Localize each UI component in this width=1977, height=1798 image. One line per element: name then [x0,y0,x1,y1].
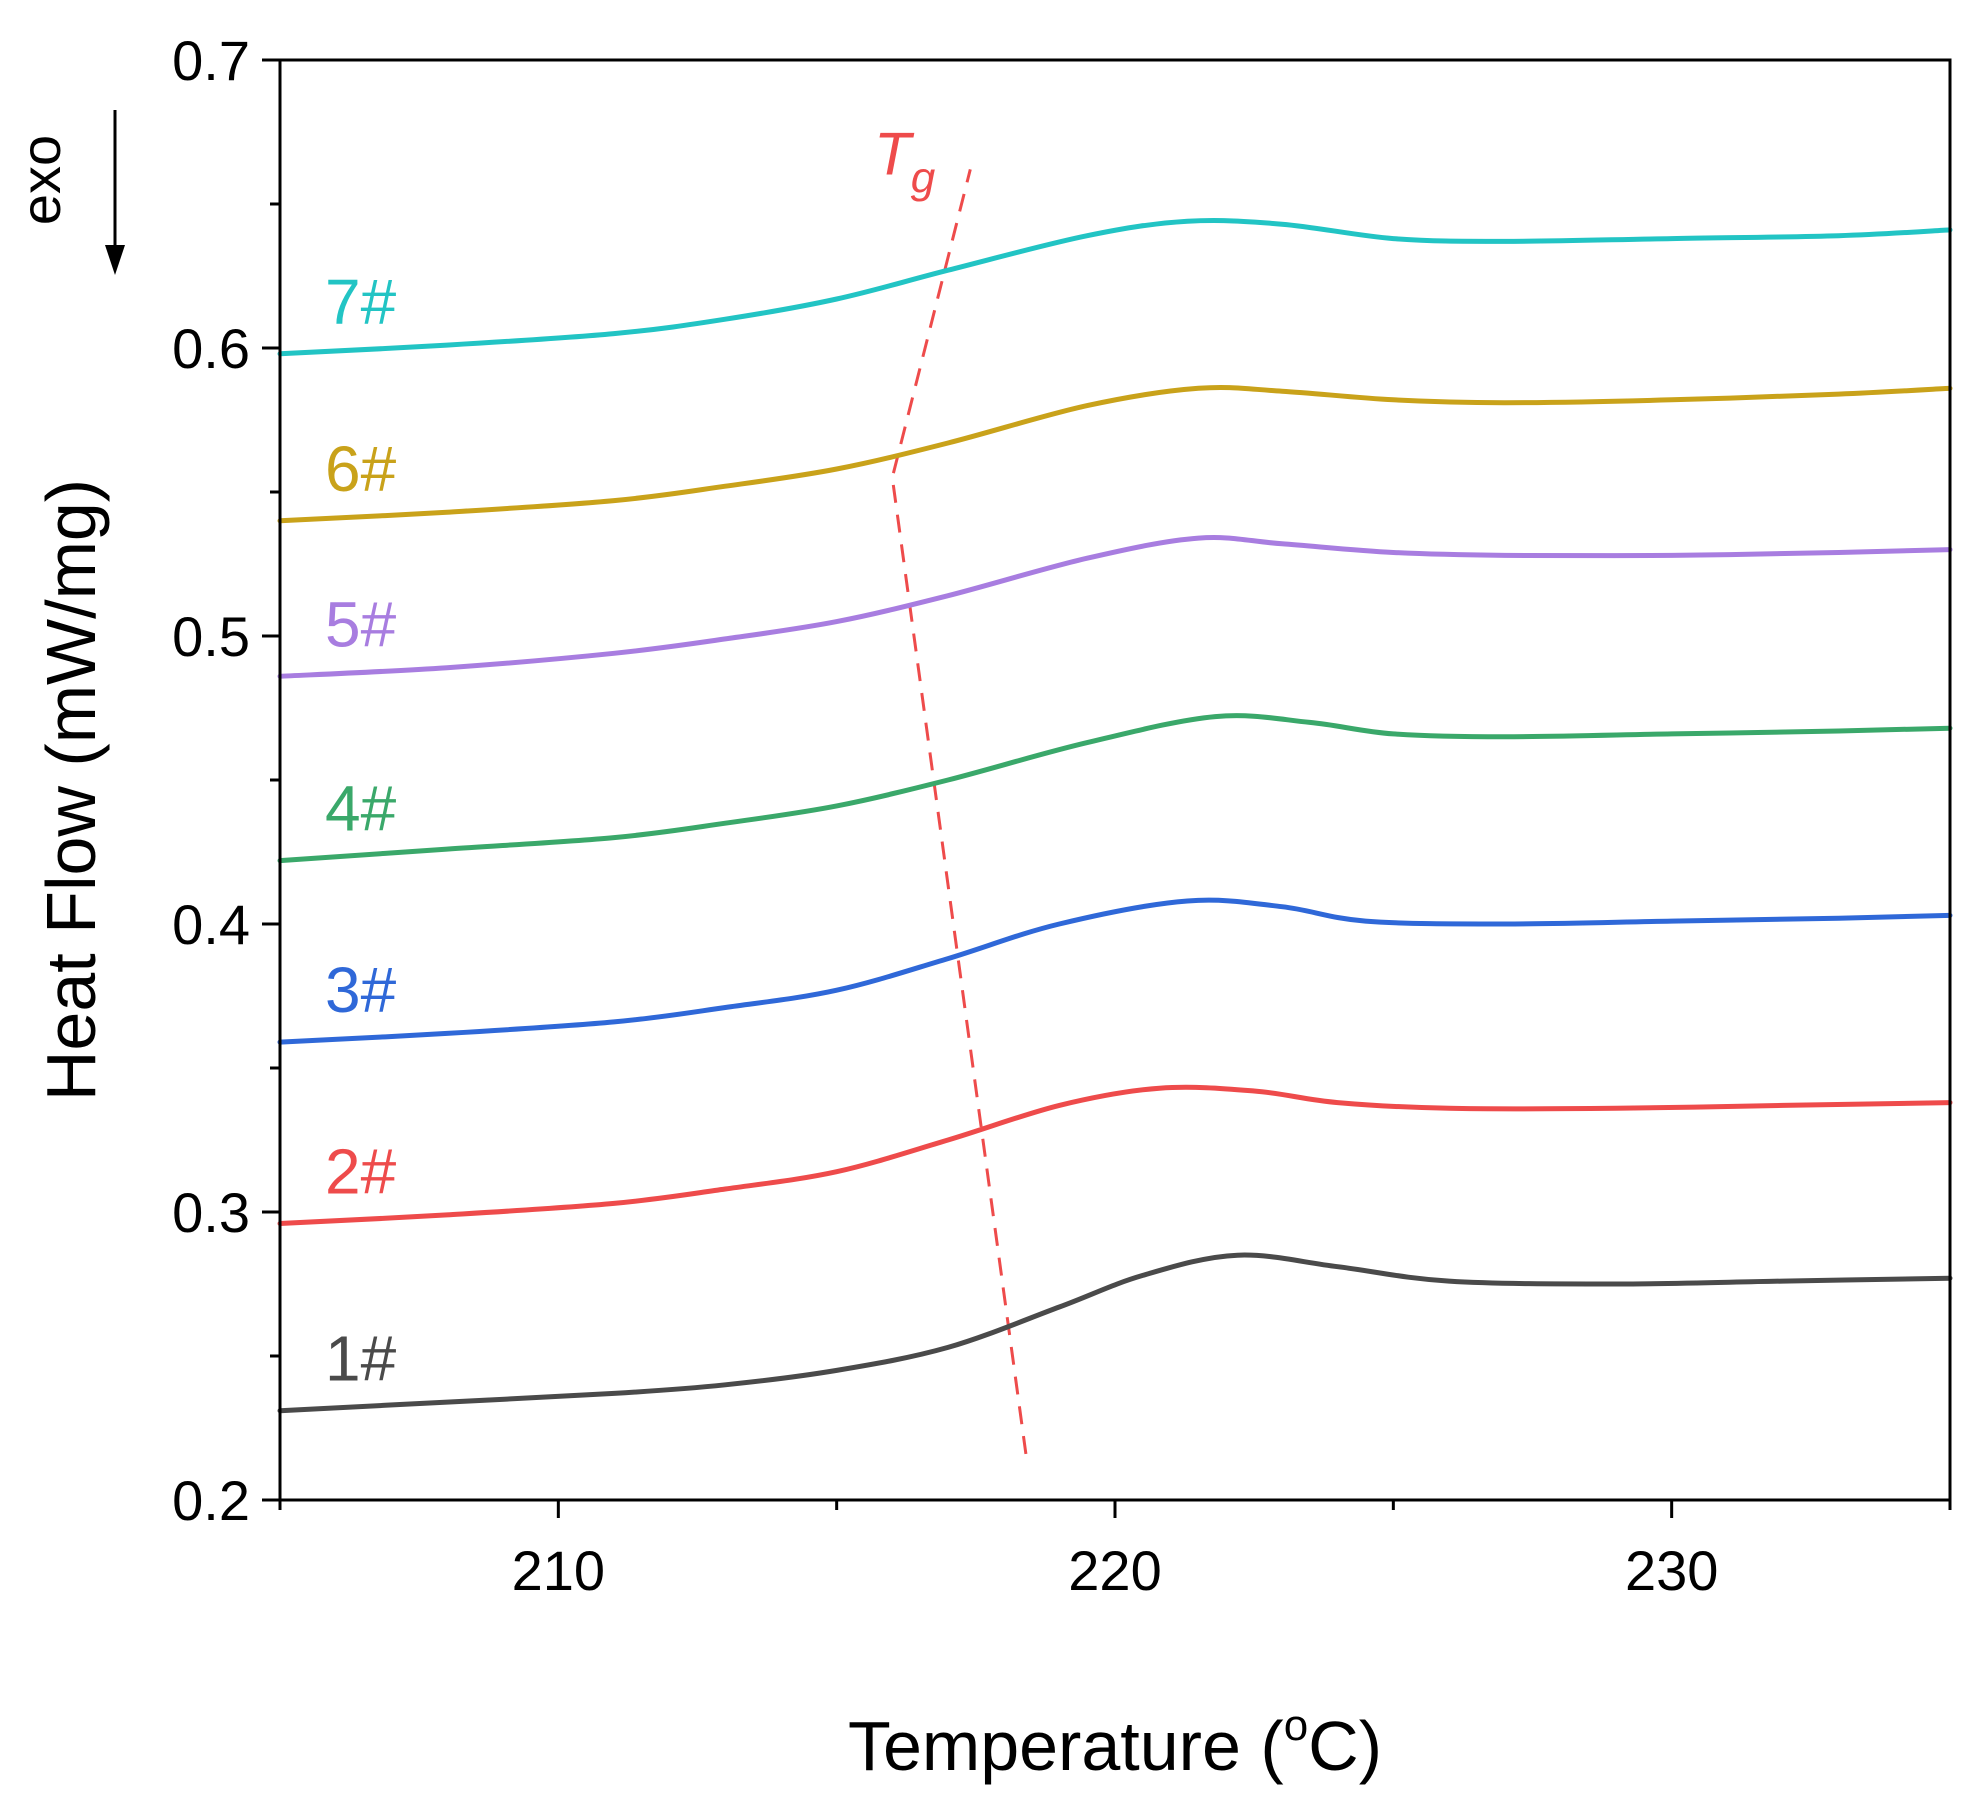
series-line-1 [277,1252,1953,1414]
series-label-1: 1# [325,1323,397,1395]
tg-layer: Tg [874,120,1028,1455]
series-line-5 [277,535,1953,679]
tg-label-main: T [874,120,915,187]
x-tick-label: 230 [1625,1539,1718,1602]
series-line-4 [277,713,1953,864]
series-line-7 [277,218,1953,357]
x-axis-label: Temperature (oC) [848,1701,1382,1785]
y-tick-label: 0.5 [172,605,250,668]
axes-layer: 210 220 230 0.2 0.3 0.4 0.5 0.6 0.7 [172,29,1952,1602]
series-label-2: 2# [325,1136,397,1208]
tg-label-sub: g [911,153,936,202]
tg-dashed-line [890,169,1028,1455]
series-label-3: 3# [325,954,397,1026]
tg-label: Tg [874,120,936,202]
y-tick-label: 0.2 [172,1469,250,1532]
series-layer: 1# 2# 3# 4# 5# 6# 7# [277,218,1953,1414]
series-line-6 [277,384,1953,524]
series-label-4: 4# [325,773,397,845]
series-label-5: 5# [325,588,397,660]
exo-arrow-icon [105,110,125,275]
y-tick-label: 0.3 [172,1181,250,1244]
y-axis-label: Heat Flow (mW/mg) [32,479,110,1101]
series-label-6: 6# [325,433,397,505]
exo-label: exo [9,135,72,225]
series-label-7: 7# [325,266,397,338]
y-tick-label: 0.7 [172,29,250,92]
series-line-3 [277,897,1953,1045]
x-tick-label: 220 [1068,1539,1161,1602]
y-tick-label: 0.6 [172,317,250,380]
x-tick-label: 210 [512,1539,605,1602]
series-line-2 [277,1084,1953,1226]
y-tick-label: 0.4 [172,893,250,956]
labels-layer: Temperature (oC) Heat Flow (mW/mg) exo [9,110,1382,1785]
